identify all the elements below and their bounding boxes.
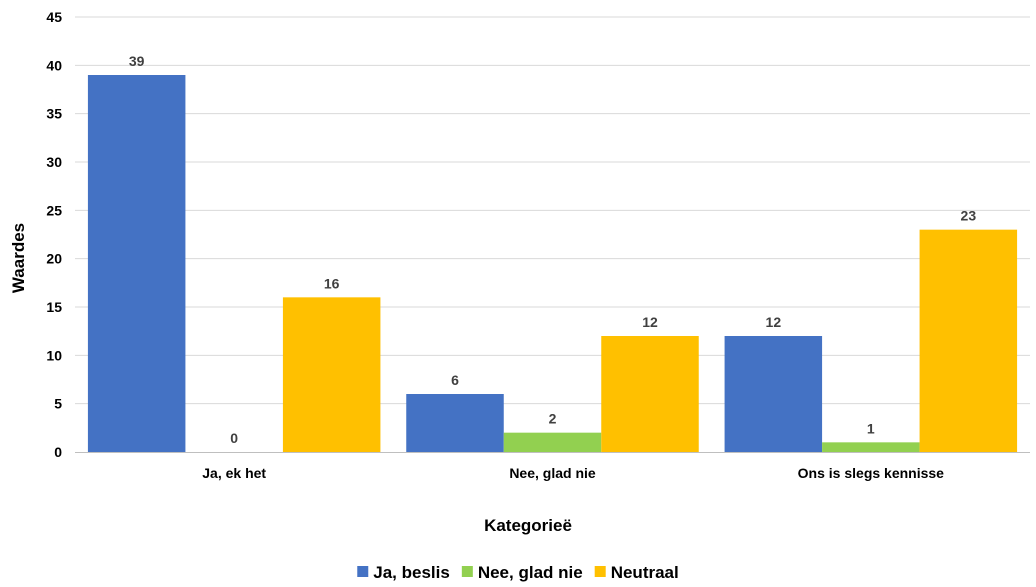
y-tick-label-40: 40	[46, 57, 62, 73]
legend-swatch-neutraal	[594, 566, 606, 577]
legend-item-nee-glad-nie: Nee, glad nie	[461, 563, 583, 582]
bar-neutraal-ons-is-slegs-kennisse	[919, 229, 1018, 452]
x-axis-category-labels: Ja, ek het Nee, glad nie Ons is slegs kenn…	[202, 465, 944, 481]
bar-nee-glad-nie-ons-is-slegs-kennisse	[822, 442, 920, 452]
x-tick-label-nee-glad-nie: Nee, glad nie	[509, 465, 596, 481]
y-tick-label-45: 45	[46, 9, 62, 25]
legend-swatch-nee-glad-nie	[461, 566, 473, 577]
gridlines	[75, 16, 1030, 405]
data-label-nee-glad-nie-nee-glad-nie: 2	[549, 411, 557, 427]
y-tick-label-15: 15	[46, 299, 62, 315]
y-tick-label-20: 20	[46, 251, 62, 267]
y-tick-label-0: 0	[54, 444, 62, 460]
y-tick-label-25: 25	[46, 202, 62, 218]
bar-nee-glad-nie-nee-glad-nie	[503, 432, 602, 452]
bar-neutraal-ja-ek-het	[282, 297, 381, 452]
legend-label-ja-beslis: Ja, beslis	[373, 563, 450, 582]
x-tick-label-ons-is-slegs-kennisse: Ons is slegs kennisse	[798, 465, 945, 481]
y-tick-label-30: 30	[46, 154, 62, 170]
data-label-nee-glad-nie-ons-is-slegs-kennisse: 1	[867, 420, 875, 436]
legend-item-neutraal: Neutraal	[594, 563, 679, 582]
legend: Ja, beslis Nee, glad nie Neutraal	[357, 563, 679, 582]
bar-ja-beslis-ja-ek-het	[87, 75, 186, 452]
data-label-ja-beslis-ons-is-slegs-kennisse: 12	[766, 314, 782, 330]
bar-ja-beslis-ons-is-slegs-kennisse	[724, 336, 823, 452]
y-tick-label-5: 5	[54, 396, 62, 412]
bar-ja-beslis-nee-glad-nie	[406, 394, 504, 452]
bar-neutraal-nee-glad-nie	[601, 336, 699, 452]
y-tick-label-35: 35	[46, 106, 62, 122]
data-label-nee-glad-nie-ja-ek-het: 0	[230, 430, 238, 446]
data-label-neutraal-ja-ek-het: 16	[324, 275, 340, 291]
y-tick-label-10: 10	[46, 347, 62, 363]
legend-item-ja-beslis: Ja, beslis	[357, 563, 450, 582]
data-labels: 39 0 16 6 2 12 12 1 23	[129, 53, 976, 446]
x-axis-title: Kategorieë	[484, 516, 572, 535]
data-label-neutraal-nee-glad-nie: 12	[642, 314, 658, 330]
data-label-ja-beslis-nee-glad-nie: 6	[451, 372, 459, 388]
data-label-neutraal-ons-is-slegs-kennisse: 23	[961, 208, 977, 224]
legend-label-nee-glad-nie: Nee, glad nie	[478, 563, 583, 582]
y-axis-tick-labels: 0 5 10 15 20 25 30 35 40 45	[46, 9, 62, 460]
legend-swatch-ja-beslis	[357, 566, 369, 577]
data-label-ja-beslis-ja-ek-het: 39	[129, 53, 145, 69]
x-tick-label-ja-ek-het: Ja, ek het	[202, 465, 266, 481]
y-axis-title: Waardes	[9, 223, 28, 293]
bars	[87, 75, 1018, 452]
legend-label-neutraal: Neutraal	[611, 563, 679, 582]
